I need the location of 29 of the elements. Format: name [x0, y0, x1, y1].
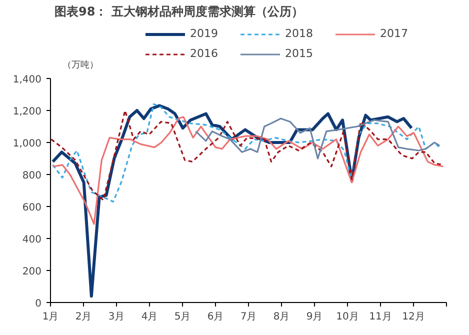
y-tick-label: 400	[22, 234, 42, 246]
x-tick-label: 6月	[207, 312, 224, 322]
legend-label: 2016	[190, 47, 219, 60]
legend-label: 2019	[190, 27, 219, 40]
x-tick-label: 10月	[336, 312, 359, 322]
legend-label: 2018	[285, 27, 314, 40]
line-series	[52, 116, 444, 225]
x-tick-label: 9月	[306, 312, 323, 322]
x-tick-label: 3月	[108, 312, 125, 322]
y-tick-label: 600	[22, 202, 42, 214]
y-tick-label: 1,200	[12, 106, 42, 118]
y-tick-label: 1,000	[12, 138, 42, 150]
x-tick-label: 12月	[402, 312, 425, 322]
chart-title: 图表98： 五大钢材品种周度需求测算（公历）	[54, 4, 304, 18]
legend-label: 2017	[380, 27, 409, 40]
x-tick-label: 5月	[174, 312, 191, 322]
x-tick-label: 11月	[369, 312, 392, 322]
x-tick-label: 8月	[273, 312, 290, 322]
y-tick-label: 800	[22, 170, 42, 182]
y-tick-label: 0	[35, 298, 42, 310]
y-tick-label: 200	[22, 266, 42, 278]
x-tick-label: 4月	[141, 312, 158, 322]
y-axis-title: （万吨）	[62, 60, 98, 70]
x-tick-label: 7月	[240, 312, 257, 322]
y-tick-label: 1,400	[12, 74, 42, 86]
legend-label: 2015	[285, 47, 314, 60]
line-series	[194, 118, 440, 160]
x-tick-label: 2月	[75, 312, 92, 322]
x-tick-label: 1月	[42, 312, 59, 322]
